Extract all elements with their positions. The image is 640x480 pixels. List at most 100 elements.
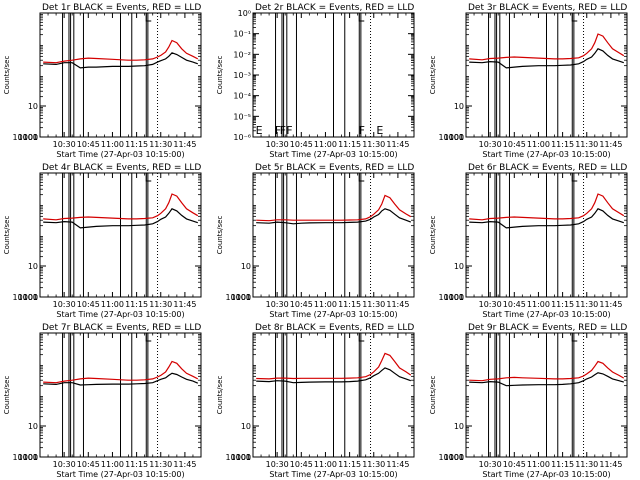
- panel-title: Det 4r BLACK = Events, RED = LLD: [42, 163, 201, 173]
- top-marker: [571, 13, 578, 22]
- x-tick-label: 11:30: [575, 300, 598, 309]
- y-tick-label: 100: [23, 133, 38, 142]
- lld-series-line: [469, 33, 625, 61]
- panel-title: Det 7r BLACK = Events, RED = LLD: [42, 323, 201, 333]
- y-tick-label: 100: [449, 133, 464, 142]
- events-series-line: [43, 52, 198, 69]
- x-tick-label: 11:15: [125, 300, 148, 309]
- y-tick-label: 1000: [18, 453, 38, 462]
- y-tick-label: 100: [236, 293, 251, 302]
- y-tick-label: 1000: [444, 453, 464, 462]
- panel-det-3: Det 3r BLACK = Events, RED = LLD11010010…: [429, 3, 628, 159]
- x-tick-label: 11:30: [362, 140, 385, 149]
- y-tick-label: 1000: [444, 133, 464, 142]
- panel-title: Det 3r BLACK = Events, RED = LLD: [468, 3, 627, 13]
- x-tick-label: 11:30: [362, 300, 385, 309]
- x-tick-label: 11:45: [599, 140, 622, 149]
- lld-series-line: [469, 193, 625, 221]
- y-tick-label: 1000: [18, 293, 38, 302]
- y-axis-label: Counts/sec: [216, 56, 224, 95]
- x-tick-label: 11:30: [575, 460, 598, 469]
- x-axis-label: Start Time (27-Apr-03 10:15:00): [482, 470, 610, 479]
- x-tick-label: 11:45: [386, 460, 409, 469]
- x-tick-label: 11:45: [386, 300, 409, 309]
- y-tick-label: 10⁻²: [233, 50, 251, 59]
- y-tick-label: 10⁻⁴: [233, 92, 251, 101]
- y-tick-label: 1000: [231, 453, 251, 462]
- y-tick-label: 1: [33, 133, 38, 142]
- panel-det-1: Det 1r BLACK = Events, RED = LLD11010010…: [3, 3, 202, 159]
- panel-title: Det 5r BLACK = Events, RED = LLD: [255, 163, 414, 173]
- x-tick-label: 11:30: [362, 460, 385, 469]
- x-axis-label: Start Time (27-Apr-03 10:15:00): [482, 310, 610, 319]
- top-marker: [145, 173, 152, 182]
- x-tick-label: 11:45: [599, 300, 622, 309]
- y-tick-label: 10: [28, 262, 38, 271]
- y-tick-label: 10: [241, 262, 251, 271]
- panel-title: Det 9r BLACK = Events, RED = LLD: [468, 323, 627, 333]
- lld-series-line: [256, 194, 412, 222]
- x-tick-label: 10:30: [266, 140, 289, 149]
- panel-title: Det 2r BLACK = Events, RED = LLD: [255, 3, 414, 13]
- x-axis-label: Start Time (27-Apr-03 10:15:00): [482, 150, 610, 159]
- y-tick-label: 10: [454, 262, 464, 271]
- x-tick-label: 10:30: [479, 300, 502, 309]
- x-tick-label: 11:15: [551, 460, 574, 469]
- x-tick-label: 11:15: [338, 300, 361, 309]
- x-tick-label: 11:00: [101, 140, 124, 149]
- x-tick-label: 11:30: [149, 460, 172, 469]
- x-tick-label: 10:45: [290, 460, 313, 469]
- panel-det-7: Det 7r BLACK = Events, RED = LLD11010010…: [3, 323, 202, 479]
- y-axis-label: Counts/sec: [3, 376, 11, 415]
- panel-det-2: Det 2r BLACK = Events, RED = LLD 10⁻⁶ 10⁻⁵…: [216, 3, 415, 159]
- flag-label: E: [256, 124, 263, 137]
- x-tick-label: 11:30: [149, 300, 172, 309]
- x-tick-label: 10:45: [77, 300, 100, 309]
- y-tick-label: 100: [236, 453, 251, 462]
- y-axis-label: Counts/sec: [216, 216, 224, 255]
- y-axis-label: Counts/sec: [429, 216, 437, 255]
- x-tick-label: 10:30: [266, 300, 289, 309]
- y-tick-label: 100: [23, 453, 38, 462]
- x-axis-label: Start Time (27-Apr-03 10:15:00): [56, 310, 184, 319]
- y-axis-label: Counts/sec: [3, 216, 11, 255]
- y-tick-label: 10⁻³: [233, 71, 251, 80]
- x-tick-label: 11:45: [173, 140, 196, 149]
- top-marker: [358, 173, 365, 182]
- panel-title: Det 8r BLACK = Events, RED = LLD: [255, 323, 414, 333]
- x-tick-label: 11:15: [125, 140, 148, 149]
- top-marker: [145, 333, 152, 342]
- x-tick-label: 10:45: [77, 140, 100, 149]
- events-series-line: [469, 372, 624, 387]
- x-tick-label: 10:30: [479, 140, 502, 149]
- panel-det-4: Det 4r BLACK = Events, RED = LLD11010010…: [3, 163, 202, 319]
- lld-series-line: [256, 352, 412, 380]
- x-tick-label: 11:00: [101, 460, 124, 469]
- x-tick-label: 11:45: [599, 460, 622, 469]
- y-tick-label: 10: [28, 422, 38, 431]
- y-tick-label: 10000: [439, 293, 464, 302]
- flag-label: F: [275, 124, 281, 137]
- x-tick-label: 10:45: [290, 300, 313, 309]
- y-tick-label: 1000: [231, 293, 251, 302]
- x-tick-label: 11:00: [527, 300, 550, 309]
- x-tick-label: 11:30: [149, 140, 172, 149]
- events-series-line: [256, 367, 412, 384]
- events-series-line: [43, 208, 198, 229]
- x-tick-label: 11:15: [125, 460, 148, 469]
- x-axis-label: Start Time (27-Apr-03 10:15:00): [56, 470, 184, 479]
- lld-series-line: [43, 39, 199, 64]
- x-tick-label: 11:15: [551, 300, 574, 309]
- x-tick-label: 10:30: [479, 460, 502, 469]
- events-series-line: [43, 372, 199, 386]
- lld-series-line: [469, 360, 625, 382]
- y-tick-label: 1: [459, 133, 464, 142]
- x-tick-label: 11:15: [551, 140, 574, 149]
- top-marker: [358, 333, 365, 342]
- x-tick-label: 11:45: [173, 300, 196, 309]
- y-tick-label: 10000: [13, 453, 38, 462]
- x-tick-label: 11:00: [314, 140, 337, 149]
- panel-det-9: Det 9r BLACK = Events, RED = LLD11010010…: [429, 323, 628, 479]
- y-tick-label: 10000: [439, 133, 464, 142]
